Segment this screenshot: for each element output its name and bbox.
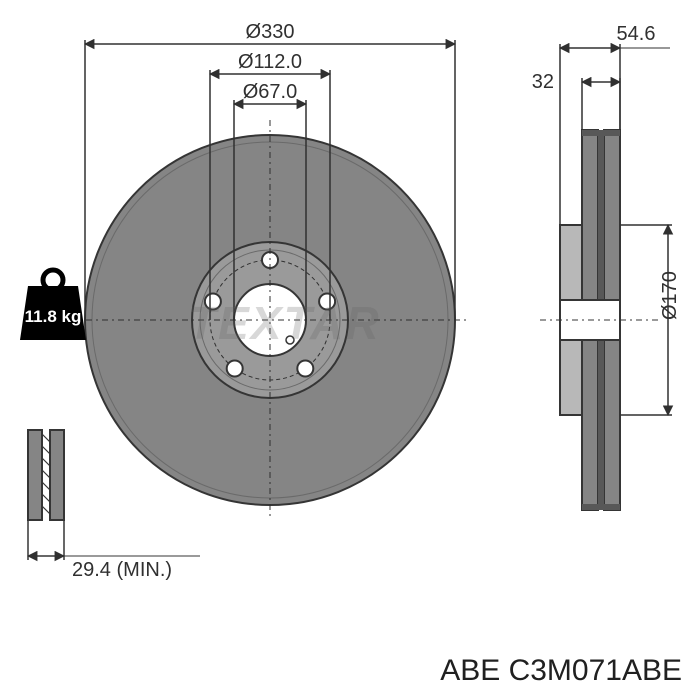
side-view bbox=[540, 130, 660, 510]
caption: ABE C3M071ABE bbox=[440, 654, 682, 688]
drawing-svg: Ø330 Ø112.0 Ø67.0 54.6 bbox=[0, 0, 700, 700]
watermark: TEXTAR bbox=[188, 296, 381, 350]
dim-outer-text: Ø330 bbox=[246, 21, 295, 43]
dim-overall-w-text: 54.6 bbox=[617, 23, 656, 45]
weight-value: 11.8 kg bbox=[25, 307, 82, 326]
dim-disc-w-text: 32 bbox=[532, 71, 554, 93]
dim-pcd-text: Ø112.0 bbox=[238, 51, 302, 73]
caption-part: C3M071ABE bbox=[509, 654, 682, 687]
weight-icon: 11.8 kg bbox=[20, 270, 86, 340]
dim-bore-text: Ø67.0 bbox=[243, 81, 297, 103]
caption-brand: ABE bbox=[440, 654, 500, 687]
dim-hub-d-text: Ø170 bbox=[659, 271, 681, 320]
dim-disc-w bbox=[582, 78, 620, 130]
drawing-stage: Ø330 Ø112.0 Ø67.0 54.6 bbox=[0, 0, 700, 700]
min-thk-text: 29.4 (MIN.) bbox=[72, 559, 172, 581]
